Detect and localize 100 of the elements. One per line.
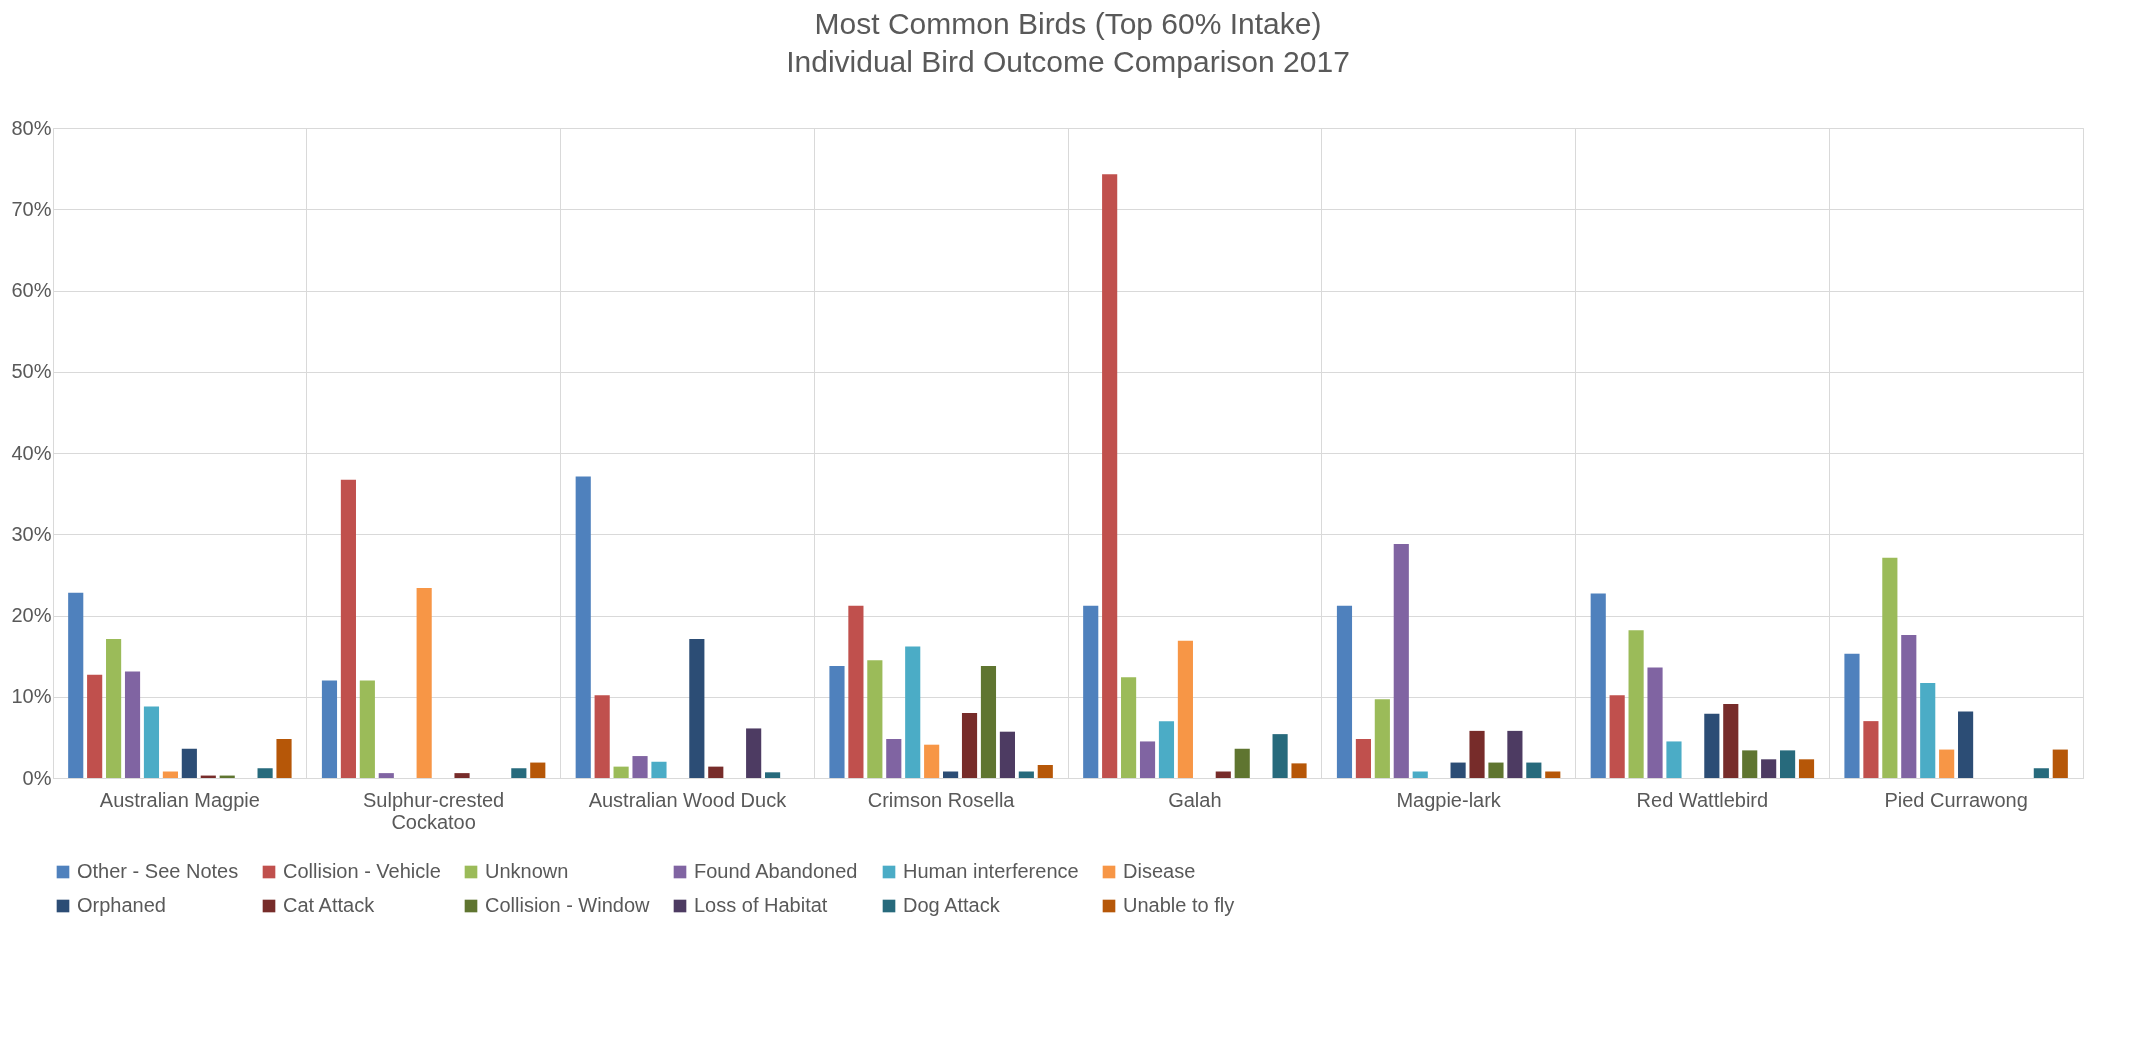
bar (1158, 721, 1175, 778)
bar (1355, 739, 1371, 778)
bar (1102, 174, 1118, 778)
legend-label: Human interference (903, 860, 1079, 882)
bar (359, 680, 375, 778)
bar (575, 476, 591, 778)
bar (1920, 682, 1936, 778)
bar (1393, 544, 1409, 778)
y-tick-label: 20% (11, 604, 52, 626)
bar (378, 773, 394, 778)
x-tick-label: Australian Wood Duck (588, 788, 788, 811)
bar (162, 771, 178, 778)
bar (2033, 768, 2049, 778)
bar (632, 756, 648, 778)
bar (1704, 713, 1720, 778)
chart-subtitle: Individual Bird Outcome Comparison 2017 (786, 45, 1350, 78)
bar (106, 639, 122, 778)
x-tick-label: Galah (1168, 788, 1222, 811)
bar (1590, 593, 1606, 778)
bar (867, 660, 883, 778)
bar (1177, 640, 1193, 778)
chart-title: Most Common Birds (Top 60% Intake) (814, 7, 1322, 40)
bar (1507, 730, 1523, 778)
bar (594, 695, 610, 778)
legend-label: Dog Attack (903, 894, 1001, 916)
bar (848, 605, 864, 778)
bar (1780, 750, 1796, 778)
x-tick-label: Crimson Rosella (867, 788, 1016, 811)
bar (886, 739, 902, 778)
bar (257, 768, 273, 778)
y-tick-label: 70% (11, 197, 52, 220)
bar (1723, 704, 1739, 778)
bar (708, 766, 724, 778)
bar (1272, 734, 1288, 778)
y-tick-label: 10% (11, 685, 52, 708)
bar (1761, 759, 1777, 778)
bar (1374, 699, 1390, 778)
bar (1139, 741, 1156, 778)
bar (1018, 771, 1034, 778)
bar (1526, 762, 1542, 778)
bar (1545, 771, 1561, 778)
legend-label: Collision - Window (485, 894, 651, 916)
y-tick-label: 40% (11, 441, 52, 464)
bar (829, 665, 845, 778)
bar (651, 761, 667, 778)
bar (1037, 765, 1053, 778)
bar (765, 772, 781, 778)
bar (1083, 605, 1099, 778)
bar (613, 766, 629, 778)
x-tick-label: Pied Currawong (1884, 788, 2028, 811)
bar (1469, 730, 1485, 778)
bar (1863, 721, 1879, 778)
bar (416, 587, 432, 778)
y-tick-label: 50% (11, 360, 52, 383)
bar (530, 762, 546, 778)
bar (746, 728, 762, 778)
bar (1450, 762, 1466, 778)
bar (1882, 557, 1898, 778)
bar (1901, 635, 1917, 778)
y-tick-label: 0% (22, 766, 52, 789)
bar (454, 773, 470, 778)
bar (980, 665, 997, 778)
bar (943, 771, 959, 778)
legend-label: Unable to fly (1123, 894, 1235, 916)
bar (1412, 771, 1428, 778)
legend-label: Collision - Vehicle (283, 860, 441, 882)
bar (1121, 677, 1137, 778)
bar (124, 671, 141, 778)
legend-label: Found Abandoned (694, 860, 858, 882)
bar (1488, 762, 1504, 778)
legend-label: Orphaned (77, 894, 166, 916)
bar (999, 731, 1015, 778)
bar (1958, 711, 1974, 778)
y-tick-label: 30% (11, 522, 52, 545)
legend-label: Unknown (485, 860, 569, 882)
x-tick-label: Red Wattlebird (1636, 788, 1769, 811)
bar (181, 748, 197, 778)
bar (1628, 630, 1644, 778)
legend-label: Other - See Notes (77, 860, 239, 882)
bar (1666, 741, 1682, 778)
bar (1798, 759, 1815, 778)
bar (87, 674, 103, 778)
legend-label: Disease (1123, 860, 1196, 882)
bar (1647, 667, 1663, 778)
bar (689, 639, 705, 778)
bar (1234, 748, 1250, 778)
bar (1939, 749, 1955, 778)
y-tick-label: 60% (11, 279, 52, 301)
bar (1742, 750, 1758, 778)
bar (1215, 771, 1231, 778)
x-tick-label: Australian Magpie (99, 788, 260, 811)
bar (68, 592, 84, 778)
x-tick-label: Magpie-lark (1396, 788, 1502, 811)
bar (511, 768, 527, 778)
bar (340, 479, 356, 778)
bar (1336, 605, 1353, 778)
legend-label: Cat Attack (283, 894, 376, 916)
legend-label: Loss of Habitat (694, 894, 828, 916)
bar (1609, 695, 1625, 778)
y-tick-label: 80% (11, 116, 52, 139)
